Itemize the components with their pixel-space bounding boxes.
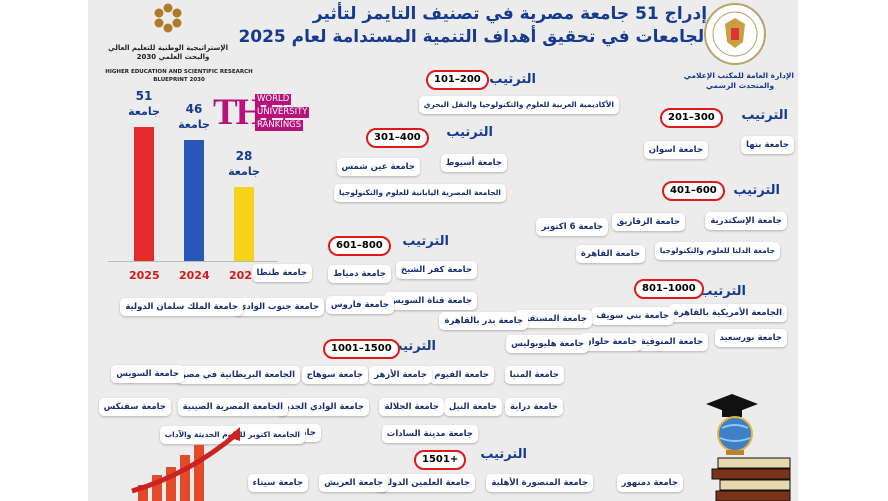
university-pill: جامعة هليوبوليس [506, 335, 589, 353]
strategy-logo-icon [150, 2, 186, 34]
bar-value-2023: 28 [235, 149, 253, 164]
university-pill: الجامعة الأمريكية بالقاهرة [668, 304, 787, 322]
the-logo-icon: THE WORLD UNIVERSITY RANKINGS [213, 92, 319, 135]
the-logo-line2: UNIVERSITY [255, 107, 310, 118]
bar-2024 [184, 140, 204, 261]
university-pill: جامعة دراية [504, 398, 563, 416]
university-pill: جامعة الفيوم [429, 366, 494, 384]
year-label-2025: 2025 [129, 269, 160, 282]
cabinet-caption2: والمتحدث الرسمي [705, 81, 775, 90]
university-pill: جامعة دمياط [328, 265, 391, 283]
year-label-2024: 2024 [179, 269, 210, 282]
university-pill: جامعة العلمين الدولية [375, 474, 475, 492]
university-pill: جامعة طنطا [251, 264, 312, 282]
bar-value-2024: 46 [185, 102, 203, 117]
infographic: إدراج 51 جامعة مصرية في تصنيف التايمز لت… [88, 0, 798, 501]
rank-heading: الترتيب [741, 108, 788, 123]
strategy-logo-en2: BLUEPRINT 2030 [153, 77, 205, 83]
the-logo-line3: RANKINGS [255, 120, 304, 131]
bar-2025 [134, 127, 154, 261]
rank-heading: الترتيب [733, 183, 780, 198]
page-title-line1: إدراج 51 جامعة مصرية في تصنيف التايمز لت… [312, 4, 708, 24]
strategy-logo-ar1: الإستراتيجية الوطنية للتعليم العالي [108, 44, 228, 52]
bar-2023 [234, 187, 254, 261]
university-pill: جامعة المنيا [504, 366, 564, 384]
rank-heading: الترتيب [480, 447, 527, 462]
strategy-logo-ar2: والبحث العلمي 2030 [136, 53, 210, 61]
university-pill: جامعة القاهرة [575, 245, 645, 263]
university-pill: جامعة الجلالة [379, 398, 444, 416]
rank-range-badge: 101–200 [426, 70, 489, 90]
chart-axis-line [108, 261, 278, 262]
university-pill: الجامعة البريطانية في مصر [176, 366, 300, 384]
cabinet-caption1: الإدارة العامة للمكتب الإعلامي [683, 71, 794, 80]
strategy-logo-en1: HIGHER EDUCATION AND SCIENTIFIC RESEARCH [105, 69, 253, 75]
university-pill: الجامعة المصرية اليابانية للعلوم والتكنو… [333, 184, 506, 202]
university-pill: جامعة الزقازيق [611, 213, 685, 231]
university-pill: جامعة العريش [319, 474, 388, 492]
university-pill: جامعة النيل [443, 398, 502, 416]
university-pill: جامعة بني سويف [591, 307, 674, 325]
university-pill: جامعة حلوان [579, 333, 642, 351]
growth-arrow-icon [128, 425, 248, 501]
university-pill: جامعة الإسكندرية [705, 212, 787, 230]
bar-unit-2025: جامعة [128, 105, 160, 118]
rank-heading: الترتيب [489, 72, 536, 87]
rank-heading: الترتيب [389, 339, 436, 354]
rank-range-badge: 1001–1500 [323, 339, 400, 359]
university-pill: جامعة سوهاج [301, 366, 368, 384]
cabinet-seal-icon [703, 2, 767, 66]
page-title-line2: الجامعات في تحقيق أهداف التنمية المستدام… [238, 27, 710, 47]
university-pill: جامعة المنوفية [635, 333, 708, 351]
university-pill: الجامعة المصرية الصينية [177, 398, 288, 416]
university-pill: جامعة المستقبل [513, 310, 592, 328]
rank-range-badge: 201–300 [660, 108, 723, 128]
university-pill: جامعة اسوان [643, 141, 708, 159]
university-pill: جامعة أسيوط [440, 154, 507, 172]
university-pill: جامعة سفنكس [98, 398, 171, 416]
university-pill: جامعة الملك سلمان الدولية [120, 298, 243, 316]
rank-range-badge: 1501+ [414, 450, 467, 470]
graduation-books-icon [698, 382, 793, 501]
university-pill: جامعة دمنهور [616, 474, 683, 492]
bar-unit-2024: جامعة [178, 118, 210, 132]
rank-heading: الترتيب [446, 125, 493, 140]
university-pill: جامعة جنوب الوادي [233, 298, 324, 316]
rank-range-badge: 601–800 [328, 236, 391, 256]
rank-heading: الترتيب [402, 234, 449, 249]
bar-unit-2023: جامعة [228, 165, 260, 179]
university-pill: جامعة كفر الشيخ [395, 261, 477, 279]
university-pill: جامعة المنصورة الأهلية [486, 474, 593, 492]
university-pill: الأكاديمية العربية للعلوم والتكنولوجيا و… [418, 96, 619, 114]
rank-range-badge: 801–1000 [634, 279, 704, 299]
university-pill: جامعة بنها [741, 136, 794, 154]
university-pill: جامعة السويس [111, 365, 184, 383]
university-pill: جامعة بورسعيد [714, 329, 787, 347]
rank-heading: الترتيب [699, 284, 746, 299]
university-pill: جامعة مدينة السادات [381, 425, 478, 443]
university-pill: جامعة فاروس [325, 296, 394, 314]
bar-value-2025: 51 [135, 89, 153, 103]
university-pill: جامعة عين شمس [336, 158, 420, 176]
university-pill: جامعة بدر بالقاهرة [439, 312, 528, 330]
university-pill: جامعة الأزهر [369, 366, 432, 384]
the-logo-line1: WORLD [255, 94, 292, 105]
university-pill: جامعة الوادي الجديد [276, 398, 369, 416]
rank-range-badge: 301–400 [366, 128, 429, 148]
rank-range-badge: 401–600 [662, 181, 725, 201]
university-pill: جامعة سيناء [247, 474, 308, 492]
bar-chart: 51 جامعة 2025 46 جامعة 2024 28 جامعة 2023 [88, 0, 288, 300]
university-pill: جامعة الدلتا للعلوم والتكنولوجيا [654, 242, 780, 260]
university-pill: جامعة 6 اكتوبر [536, 218, 608, 236]
university-pill: جامعة قناة السويس [384, 292, 477, 310]
